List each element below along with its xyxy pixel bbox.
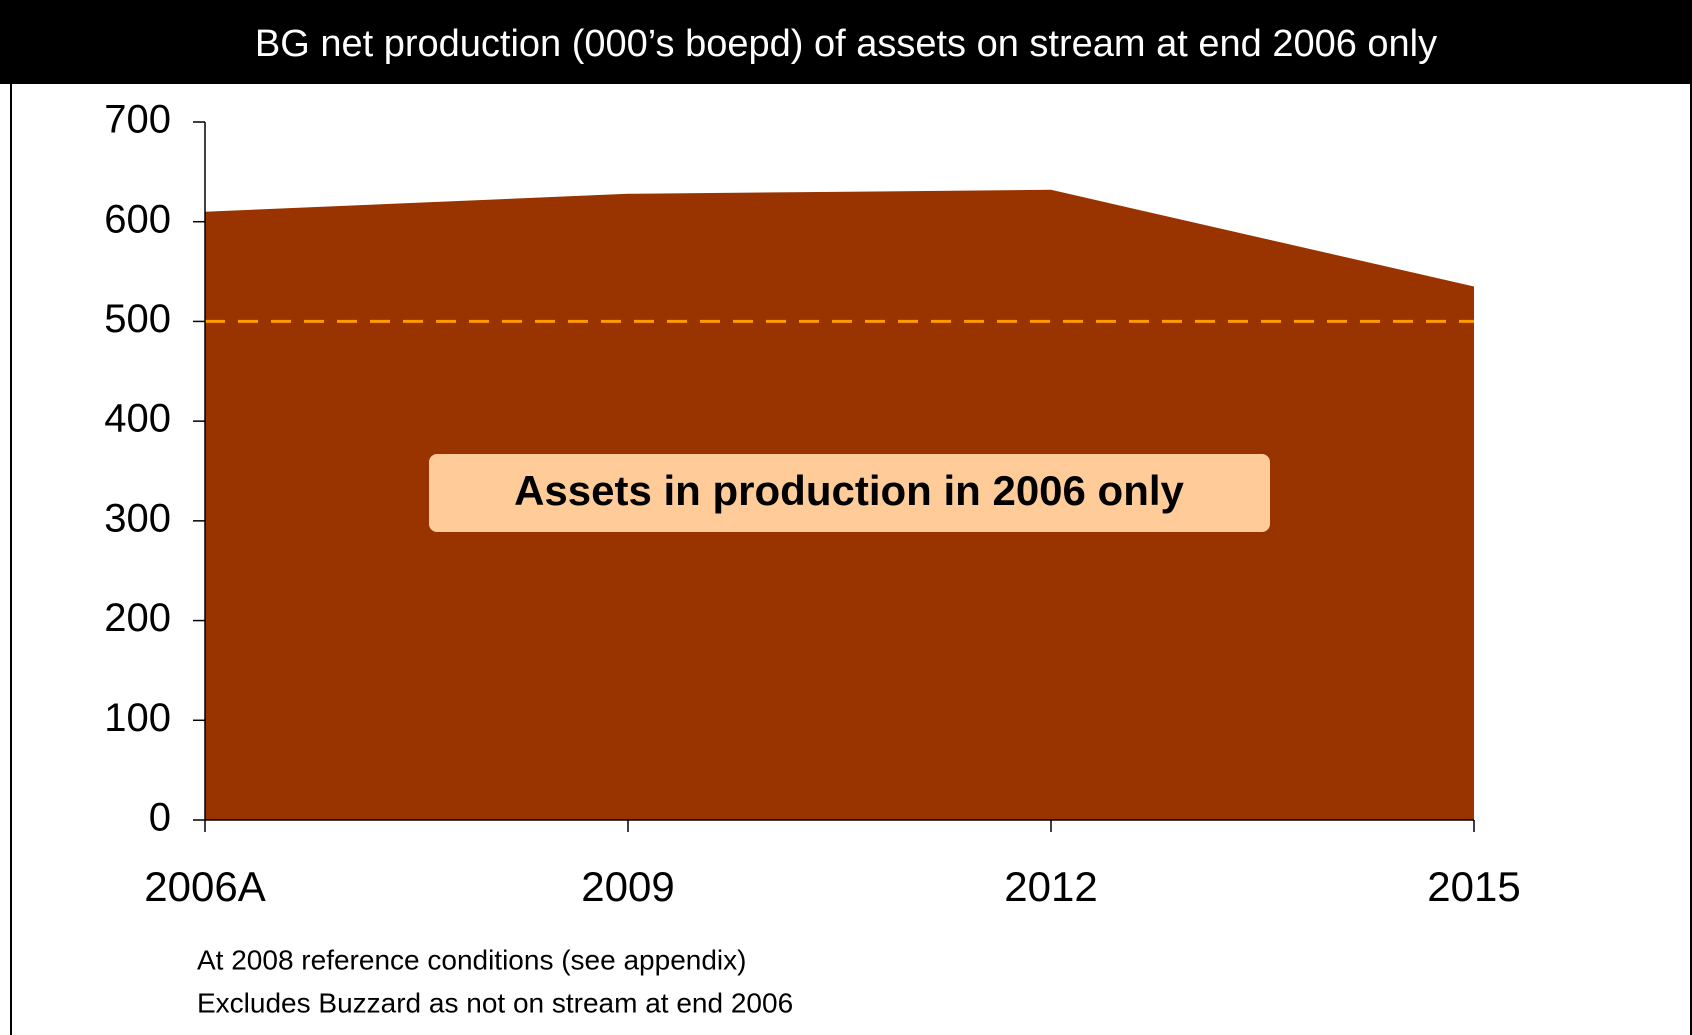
x-tick-label: 2012 xyxy=(1004,863,1097,910)
annotation-box xyxy=(429,454,1270,532)
footnote: Excludes Buzzard as not on stream at end… xyxy=(197,987,793,1018)
y-tick-label: 100 xyxy=(104,696,171,740)
x-tick-label: 2009 xyxy=(581,863,674,910)
x-tick-label: 2015 xyxy=(1427,863,1520,910)
chart-title: BG net production (000’s boepd) of asset… xyxy=(255,23,1437,65)
y-tick-label: 300 xyxy=(104,496,171,540)
y-tick-label: 700 xyxy=(104,98,171,142)
y-tick-label: 0 xyxy=(149,796,171,840)
y-tick-label: 500 xyxy=(104,297,171,341)
title-bar xyxy=(0,0,1692,84)
y-tick-label: 600 xyxy=(104,197,171,241)
footnote: At 2008 reference conditions (see append… xyxy=(197,944,746,975)
annotation: Assets in production in 2006 only xyxy=(514,467,1184,514)
y-tick-label: 200 xyxy=(104,596,171,640)
y-tick-label: 400 xyxy=(104,397,171,441)
x-tick-label: 2006A xyxy=(144,863,265,910)
